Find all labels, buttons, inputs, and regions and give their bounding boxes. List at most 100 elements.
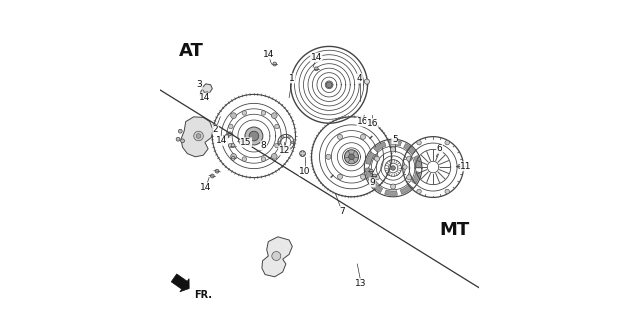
Circle shape — [228, 132, 232, 136]
Text: 9: 9 — [369, 178, 375, 187]
Circle shape — [403, 165, 407, 169]
Circle shape — [288, 147, 290, 149]
Circle shape — [417, 189, 421, 194]
Circle shape — [445, 189, 449, 194]
Circle shape — [229, 143, 233, 148]
Circle shape — [272, 113, 277, 118]
Circle shape — [390, 147, 396, 152]
Circle shape — [372, 154, 377, 159]
Circle shape — [231, 144, 235, 148]
Circle shape — [281, 147, 284, 149]
Polygon shape — [366, 168, 373, 180]
Circle shape — [238, 139, 242, 143]
Circle shape — [373, 174, 376, 178]
Circle shape — [314, 67, 318, 71]
Text: 10: 10 — [299, 167, 311, 176]
Polygon shape — [404, 143, 415, 155]
Circle shape — [242, 157, 247, 161]
Polygon shape — [389, 140, 401, 146]
Circle shape — [194, 131, 203, 141]
Circle shape — [261, 157, 266, 161]
Circle shape — [215, 169, 219, 173]
Circle shape — [369, 169, 373, 173]
Circle shape — [417, 140, 421, 145]
Text: 6: 6 — [436, 144, 442, 153]
Circle shape — [225, 134, 229, 138]
Circle shape — [278, 141, 281, 144]
Circle shape — [349, 154, 355, 160]
Circle shape — [196, 134, 201, 138]
Polygon shape — [366, 152, 374, 164]
Circle shape — [360, 174, 366, 179]
Text: 14: 14 — [311, 53, 322, 62]
Circle shape — [249, 131, 259, 141]
Text: 4: 4 — [357, 74, 362, 83]
Text: 7: 7 — [339, 207, 345, 216]
Polygon shape — [199, 84, 212, 96]
Circle shape — [337, 174, 343, 179]
Circle shape — [445, 140, 449, 145]
Circle shape — [273, 62, 277, 66]
Circle shape — [231, 113, 236, 118]
Circle shape — [390, 184, 396, 189]
Circle shape — [261, 111, 266, 115]
Circle shape — [288, 136, 290, 138]
Circle shape — [327, 82, 332, 88]
Text: AT: AT — [179, 42, 204, 60]
Circle shape — [229, 124, 233, 129]
Text: 2: 2 — [213, 125, 219, 134]
Text: 5: 5 — [392, 135, 397, 144]
Text: 16: 16 — [367, 119, 378, 128]
Text: 8: 8 — [261, 141, 266, 150]
Circle shape — [344, 150, 358, 164]
Circle shape — [391, 166, 396, 170]
Polygon shape — [374, 142, 386, 152]
Circle shape — [245, 127, 263, 145]
Text: 15: 15 — [240, 138, 252, 147]
Circle shape — [374, 156, 380, 161]
Circle shape — [181, 139, 185, 143]
Circle shape — [374, 175, 380, 180]
Text: 14: 14 — [200, 183, 212, 192]
Circle shape — [360, 134, 366, 140]
Circle shape — [178, 129, 182, 133]
Polygon shape — [412, 172, 420, 184]
Text: 1: 1 — [289, 74, 295, 83]
Text: 14: 14 — [263, 50, 274, 59]
Circle shape — [326, 154, 331, 159]
Polygon shape — [262, 237, 292, 277]
Circle shape — [242, 111, 247, 115]
Text: 12: 12 — [279, 146, 290, 155]
Text: 11: 11 — [460, 162, 472, 171]
Circle shape — [458, 164, 461, 168]
Polygon shape — [371, 181, 383, 193]
Circle shape — [281, 136, 284, 138]
Text: 14: 14 — [199, 93, 210, 102]
Text: 16: 16 — [357, 117, 369, 126]
Text: 13: 13 — [355, 279, 367, 288]
Circle shape — [300, 151, 305, 156]
Circle shape — [272, 154, 277, 159]
Circle shape — [291, 141, 293, 144]
Polygon shape — [413, 156, 420, 168]
Text: MT: MT — [440, 221, 470, 239]
Polygon shape — [171, 274, 189, 292]
Circle shape — [231, 156, 235, 160]
Circle shape — [406, 175, 412, 180]
Text: 3: 3 — [197, 80, 203, 89]
Circle shape — [231, 154, 236, 159]
Circle shape — [176, 137, 180, 141]
Circle shape — [272, 252, 281, 260]
Circle shape — [275, 124, 279, 129]
Polygon shape — [181, 117, 213, 157]
Circle shape — [311, 56, 315, 60]
Text: 14: 14 — [216, 136, 227, 145]
Circle shape — [406, 156, 412, 161]
Text: FR.: FR. — [194, 290, 212, 300]
Polygon shape — [385, 190, 397, 196]
Circle shape — [266, 51, 270, 55]
Circle shape — [210, 174, 214, 178]
Circle shape — [459, 165, 463, 169]
Circle shape — [364, 79, 369, 84]
Polygon shape — [400, 184, 413, 194]
